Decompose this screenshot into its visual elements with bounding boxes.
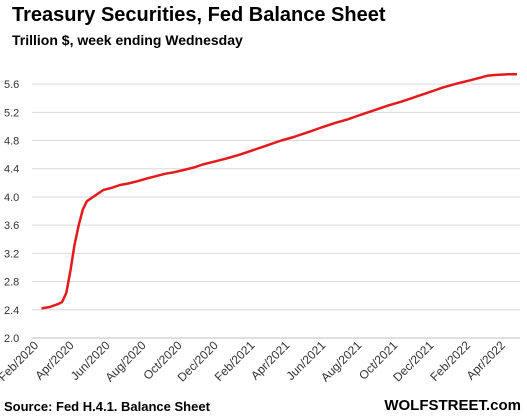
brand-logo-text: WOLFSTREET.com bbox=[384, 397, 521, 414]
chart-subtitle: Trillion $, week ending Wednesday bbox=[12, 32, 243, 48]
chart-title: Treasury Securities, Fed Balance Sheet bbox=[12, 4, 386, 26]
y-tick-label: 5.2 bbox=[4, 107, 19, 119]
y-tick-label: 3.2 bbox=[4, 248, 19, 260]
y-axis-ticks: 2.0 2.4 2.8 3.2 3.6 4.0 4.4 4.8 5.2 5.6 bbox=[4, 79, 19, 345]
x-tick-label: Feb/2021 bbox=[212, 338, 258, 384]
x-tick-label: Apr/2022 bbox=[464, 338, 509, 383]
y-tick-label: 4.0 bbox=[4, 192, 19, 204]
x-axis-ticks: Feb/2020Apr/2020Jun/2020Aug/2020Oct/2020… bbox=[0, 338, 508, 384]
source-note: Source: Fed H.4.1. Balance Sheet bbox=[4, 399, 210, 414]
y-tick-label: 3.6 bbox=[4, 220, 19, 232]
series-line-treasury-securities bbox=[41, 72, 517, 310]
y-tick-label: 4.8 bbox=[4, 136, 19, 148]
x-tick-label: Feb/2022 bbox=[427, 338, 473, 384]
y-tick-label: 4.4 bbox=[4, 164, 19, 176]
y-tick-label: 2.0 bbox=[4, 333, 19, 345]
y-tick-label: 5.6 bbox=[4, 79, 19, 91]
gridlines bbox=[32, 83, 520, 311]
y-tick-label: 2.8 bbox=[4, 277, 19, 289]
y-tick-label: 2.4 bbox=[4, 305, 19, 317]
